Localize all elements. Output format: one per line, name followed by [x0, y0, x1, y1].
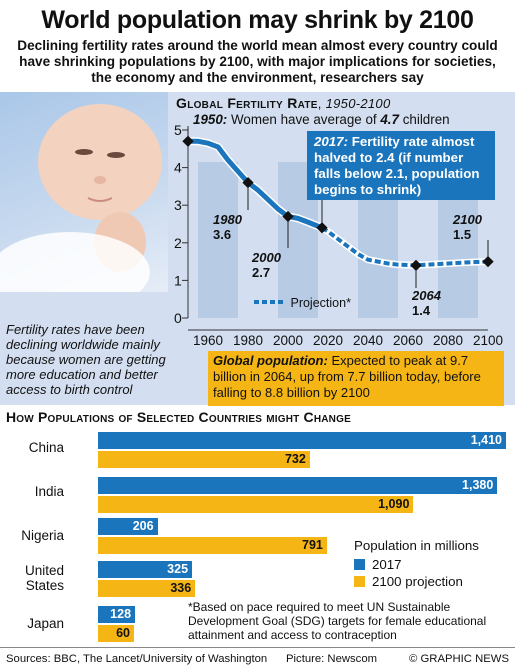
note-1950: 1950: Women have average of 4.7 children: [193, 112, 450, 127]
label-2000-year: 2000: [252, 250, 281, 265]
x-tick-label: 2060: [393, 333, 423, 345]
series-projection-line: [320, 226, 489, 268]
callout-2017-year: 2017:: [314, 134, 349, 149]
projection-legend-swatch: [254, 300, 286, 304]
label-1980: 1980 3.6: [213, 212, 242, 242]
label-1980-year: 1980: [213, 212, 242, 227]
bar-2017: 1,410: [98, 432, 506, 449]
note-1950-year: 1950:: [193, 112, 228, 127]
note-1950-value: 4.7: [380, 112, 399, 127]
fertility-title: Global Fertility Rate, 1950-2100: [176, 95, 391, 111]
page-subtitle: Declining fertility rates around the wor…: [17, 38, 498, 85]
label-2100-value: 1.5: [453, 227, 472, 242]
note-1950-tail: children: [398, 112, 450, 127]
x-tick-label: 2000: [273, 333, 303, 345]
label-2100: 2100 1.5: [453, 212, 482, 242]
data-point-marker: [242, 176, 254, 189]
label-2000-value: 2.7: [252, 265, 271, 280]
data-point-marker: [182, 135, 194, 147]
footnote: *Based on pace required to meet UN Susta…: [188, 600, 487, 642]
note-1950-text: Women have average of: [230, 112, 381, 127]
projection-legend: Projection*: [253, 296, 351, 310]
footer-picture-credit: Picture: Newscom: [286, 653, 378, 665]
label-2064-year: 2064: [412, 288, 441, 303]
fertility-caption: Fertility rates have been declining worl…: [6, 322, 166, 397]
x-tick-label: 2020: [313, 333, 343, 345]
bar-2017: 206: [98, 518, 158, 535]
callout-2017: 2017: Fertility rate almost halved to 2.…: [307, 131, 495, 200]
y-tick-label: 2: [174, 235, 182, 251]
y-tick-label: 0: [174, 310, 182, 326]
legend-label-2100: 2100 projection: [372, 574, 463, 589]
country-label: China: [28, 440, 64, 455]
footer-logo: © GRAPHIC NEWS: [409, 653, 509, 665]
footer: Sources: BBC, The Lancet/University of W…: [0, 647, 515, 669]
baby-photo: [0, 92, 168, 292]
x-tick-label: 2080: [433, 333, 463, 345]
series-actual-line: [188, 138, 323, 231]
bar-2100: 791: [98, 537, 327, 554]
label-2100-year: 2100: [453, 212, 482, 227]
x-tick-label: 1960: [193, 333, 223, 345]
callout-2017-text: Fertility rate almost halved to 2.4 (if …: [314, 134, 480, 197]
data-point-marker: [482, 255, 494, 268]
x-tick-label: 1980: [233, 333, 263, 345]
label-2000: 2000 2.7: [252, 250, 281, 280]
x-tick-label: 2040: [353, 333, 383, 345]
bar-2017: 1,380: [98, 477, 498, 494]
footer-sources: Sources: BBC, The Lancet/University of W…: [6, 653, 268, 665]
bar-2017: 325: [98, 561, 193, 578]
bar-2100: 336: [98, 580, 196, 597]
bar-legend-2100: 2100 projection: [354, 574, 463, 589]
y-tick-label: 3: [174, 197, 182, 213]
global-population-box: Global population: Expected to peak at 9…: [208, 351, 504, 406]
label-2064-value: 1.4: [412, 303, 431, 318]
bar-2100: 60: [98, 625, 134, 642]
country-label: United States: [24, 563, 64, 593]
countries-title: How Populations of Selected Countries mi…: [6, 409, 351, 425]
legend-swatch-2017: [354, 559, 365, 570]
label-1980-value: 3.6: [213, 227, 232, 242]
country-label: Japan: [27, 616, 64, 631]
decade-band: [198, 162, 238, 318]
bar-2100: 1,090: [98, 496, 414, 513]
y-tick-label: 5: [174, 122, 182, 138]
y-tick-label: 1: [174, 272, 182, 288]
country-label: Nigeria: [21, 528, 64, 543]
bar-2017: 128: [98, 606, 136, 623]
projection-legend-label: Projection*: [290, 296, 351, 310]
global-population-heading: Global population:: [213, 353, 328, 368]
legend-swatch-2100: [354, 576, 365, 587]
bar-legend-2017: 2017: [354, 557, 402, 572]
page-title: World population may shrink by 2100: [41, 6, 474, 34]
data-point-marker: [410, 259, 422, 272]
bar-legend-title: Population in millions: [354, 538, 479, 553]
country-label: India: [34, 484, 64, 499]
label-2064: 2064 1.4: [412, 288, 441, 318]
legend-label-2017: 2017: [372, 557, 402, 572]
fertility-range: 1950-2100: [325, 96, 391, 111]
global-population-text: Expected to peak at 9.7 billion in 2064,…: [213, 353, 481, 400]
x-tick-label: 2100: [473, 333, 503, 345]
fertility-heading: Global Fertility Rate: [176, 95, 318, 111]
y-tick-label: 4: [174, 160, 182, 176]
data-point-marker: [282, 210, 294, 223]
data-point-marker: [316, 222, 328, 234]
bar-2100: 732: [98, 451, 310, 468]
